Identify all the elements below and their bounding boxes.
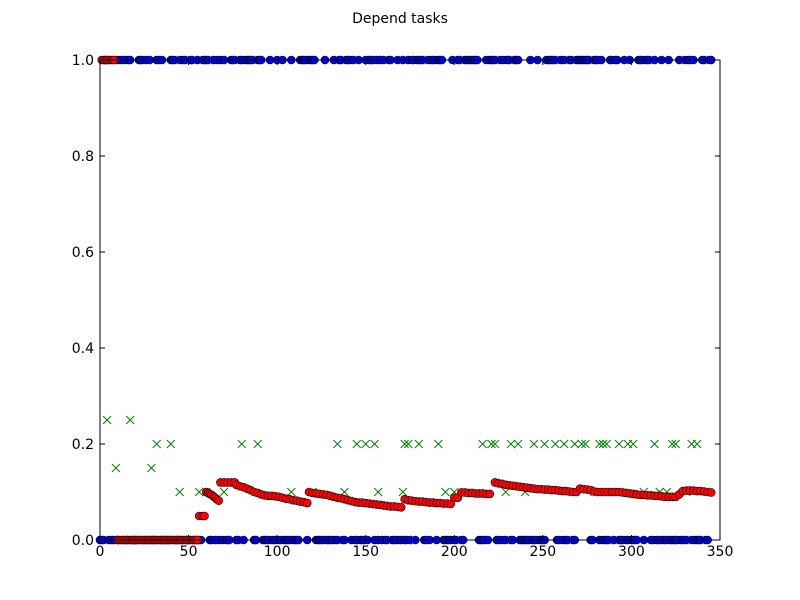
task-marker [650,439,659,449]
y-tick-label: 0.8 [72,149,94,165]
task-point [396,503,406,512]
x-tick-label: 150 [352,544,379,560]
task-marker [237,439,247,449]
task-marker [152,439,162,449]
task-marker [286,487,296,497]
task-marker [559,439,569,449]
task-marker [433,439,443,449]
task-marker [403,439,413,449]
x-tick-label: 250 [529,544,556,560]
task-point [706,488,716,497]
task-marker [175,487,185,497]
task-marker [577,439,587,449]
task-marker [398,487,408,497]
task-marker [529,439,539,449]
x-tick-label: 200 [441,544,468,560]
task-point [214,496,223,505]
task-marker [352,439,362,449]
task-marker [614,439,624,449]
task-marker [370,439,379,449]
chart-title: Depend tasks [352,11,448,27]
task-marker [194,487,204,497]
task-marker [102,415,112,425]
x-tick-label: 0 [96,544,105,560]
task-marker [414,439,424,449]
y-tick-label: 0.4 [72,341,94,357]
task-point [200,511,209,521]
task-marker [506,439,516,449]
task-point [302,498,312,508]
task-marker [595,439,604,449]
task-marker [671,439,681,449]
task-marker [487,439,496,449]
task-marker [253,439,263,449]
task-marker [490,439,500,449]
task-marker [400,439,410,449]
task-marker [373,487,383,497]
y-tick-label: 0.2 [72,437,94,453]
y-tick-label: 1.0 [72,53,94,69]
task-marker [581,439,590,449]
plot-frame [99,59,721,541]
task-marker [570,439,580,449]
task-marker [550,439,560,449]
task-marker [111,463,121,473]
task-marker [478,439,487,449]
x-tick-label: 100 [264,544,291,560]
task-marker [540,439,549,449]
task-marker [513,439,523,449]
task-marker [598,439,608,449]
task-marker [628,439,638,449]
task-marker [219,487,229,497]
y-tick-label: 0.6 [72,245,94,261]
task-marker [441,487,450,497]
y-tick-label: 0.0 [72,533,94,549]
task-marker [166,439,176,449]
x-tick-label: 350 [707,544,734,560]
task-point [485,489,495,499]
task-marker [692,439,702,449]
task-marker [125,415,135,425]
task-marker [602,439,611,449]
task-marker [667,439,677,449]
plot-area [100,60,720,540]
x-tick-label: 300 [618,544,645,560]
task-marker [361,439,371,449]
task-marker [147,463,156,473]
axis-ticks-layer: 0 50 100 150 200 250 300 350 0.0 0.2 0.4 0.6 0.8 1.0 [72,53,734,560]
task-marker [333,439,342,449]
x-tick-label: 50 [180,544,198,560]
